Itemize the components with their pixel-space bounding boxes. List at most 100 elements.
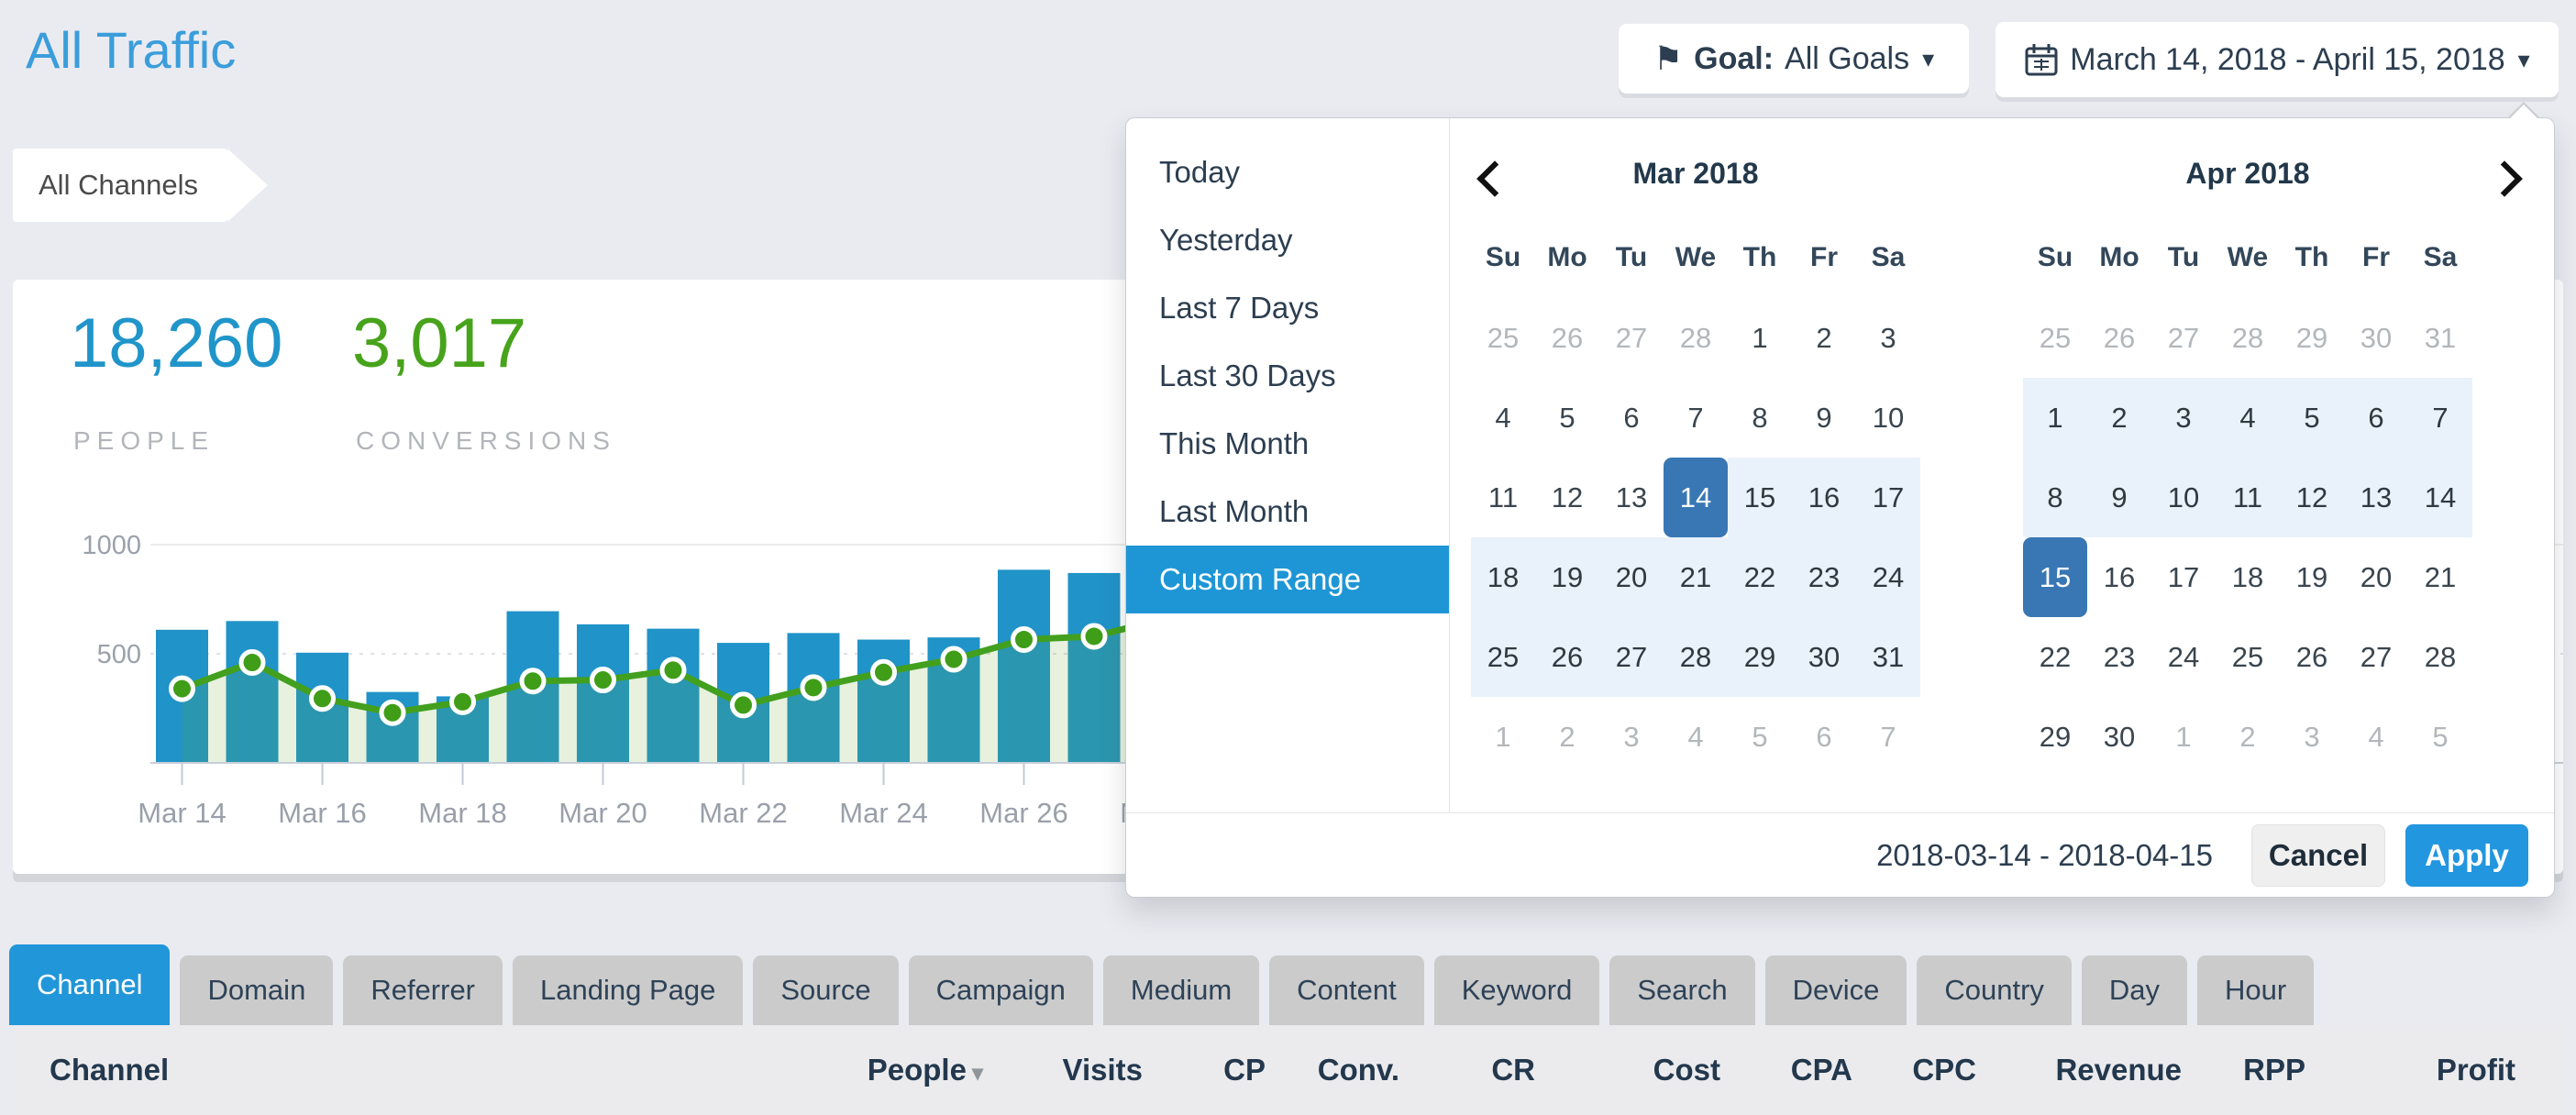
- calendar-day[interactable]: 9: [1816, 401, 1832, 434]
- calendar-day[interactable]: 4: [1687, 720, 1704, 753]
- calendar-day[interactable]: 27: [1615, 321, 1648, 354]
- calendar-day[interactable]: 16: [1792, 458, 1856, 537]
- calendar-day[interactable]: 9: [2087, 458, 2151, 537]
- column-header-people[interactable]: People ▾: [867, 1053, 983, 1087]
- calendar-day[interactable]: 15: [1728, 458, 1792, 537]
- next-month-icon[interactable]: [2486, 160, 2523, 197]
- calendar-day[interactable]: 4: [1495, 401, 1511, 434]
- calendar-day[interactable]: 27: [1599, 617, 1664, 697]
- calendar-day[interactable]: 7: [2408, 378, 2472, 458]
- calendar-day[interactable]: 17: [2167, 560, 2200, 593]
- column-header-profit[interactable]: Profit: [2436, 1053, 2515, 1087]
- calendar-day-selected[interactable]: 14: [1664, 458, 1728, 537]
- calendar-day[interactable]: 31: [2424, 321, 2457, 354]
- tab-country[interactable]: Country: [1917, 955, 2072, 1025]
- calendar-day[interactable]: 2: [1816, 321, 1832, 354]
- tab-hour[interactable]: Hour: [2197, 955, 2315, 1025]
- calendar-day[interactable]: 12: [2280, 458, 2344, 537]
- tab-landing-page[interactable]: Landing Page: [513, 955, 744, 1025]
- column-header-cp[interactable]: CP: [1223, 1053, 1266, 1087]
- calendar-day[interactable]: 26: [2295, 640, 2328, 673]
- calendar-day[interactable]: 5: [1559, 401, 1575, 434]
- calendar-day[interactable]: 5: [1752, 720, 1768, 753]
- calendar-day-selected[interactable]: 15: [2023, 537, 2087, 617]
- tab-content[interactable]: Content: [1269, 955, 1424, 1025]
- calendar-day[interactable]: 14: [2408, 458, 2472, 537]
- calendar-day[interactable]: 28: [2231, 321, 2264, 354]
- calendar-day[interactable]: 8: [2023, 458, 2087, 537]
- calendar-day[interactable]: 29: [2295, 321, 2328, 354]
- calendar-day[interactable]: 30: [2360, 321, 2393, 354]
- calendar-day[interactable]: 3: [1623, 720, 1640, 753]
- calendar-day[interactable]: 18: [1471, 537, 1535, 617]
- calendar-day[interactable]: 4: [2368, 720, 2384, 753]
- calendar-day[interactable]: 2: [2087, 378, 2151, 458]
- calendar-day[interactable]: 21: [2424, 560, 2457, 593]
- calendar-day[interactable]: 2: [1559, 720, 1575, 753]
- calendar-day[interactable]: 28: [1679, 321, 1712, 354]
- tab-keyword[interactable]: Keyword: [1433, 955, 1600, 1025]
- calendar-day[interactable]: 25: [2231, 640, 2264, 673]
- calendar-day[interactable]: 13: [2344, 458, 2408, 537]
- calendar-day[interactable]: 2: [2239, 720, 2256, 753]
- calendar-day[interactable]: 7: [1687, 401, 1704, 434]
- calendar-day[interactable]: 23: [2103, 640, 2136, 673]
- calendar-day[interactable]: 30: [2103, 720, 2136, 753]
- calendar-day[interactable]: 1: [2023, 378, 2087, 458]
- calendar-day[interactable]: 28: [2424, 640, 2457, 673]
- calendar-day[interactable]: 6: [1816, 720, 1832, 753]
- calendar-day[interactable]: 24: [2167, 640, 2200, 673]
- calendar-day[interactable]: 29: [2039, 720, 2072, 753]
- calendar-day[interactable]: 25: [2039, 321, 2072, 354]
- calendar-day[interactable]: 16: [2103, 560, 2136, 593]
- calendar-day[interactable]: 6: [1623, 401, 1640, 434]
- calendar-day[interactable]: 24: [1856, 537, 1920, 617]
- column-header-cr[interactable]: CR: [1491, 1053, 1535, 1087]
- column-header-conv[interactable]: Conv.: [1317, 1053, 1399, 1087]
- calendar-day[interactable]: 17: [1856, 458, 1920, 537]
- calendar-day[interactable]: 27: [2167, 321, 2200, 354]
- preset-yesterday[interactable]: Yesterday: [1159, 223, 1293, 257]
- column-header-cost[interactable]: Cost: [1653, 1053, 1720, 1087]
- tab-channel[interactable]: Channel: [9, 944, 171, 1025]
- calendar-day[interactable]: 11: [2216, 458, 2280, 537]
- calendar-day[interactable]: 5: [2432, 720, 2449, 753]
- breadcrumb-all-channels[interactable]: All Channels: [13, 149, 268, 222]
- column-header-revenue[interactable]: Revenue: [2055, 1053, 2182, 1087]
- preset-last-7-days[interactable]: Last 7 Days: [1159, 291, 1320, 325]
- calendar-day[interactable]: 27: [2360, 640, 2393, 673]
- calendar-day[interactable]: 1: [2175, 720, 2192, 753]
- column-header-cpa[interactable]: CPA: [1790, 1053, 1852, 1087]
- calendar-day[interactable]: 1: [1495, 720, 1511, 753]
- cancel-button[interactable]: Cancel: [2251, 823, 2385, 887]
- calendar-day[interactable]: 22: [1728, 537, 1792, 617]
- calendar-day[interactable]: 12: [1551, 480, 1584, 513]
- tab-campaign[interactable]: Campaign: [908, 955, 1093, 1025]
- calendar-day[interactable]: 19: [1535, 537, 1599, 617]
- calendar-day[interactable]: 22: [2039, 640, 2072, 673]
- calendar-day[interactable]: 13: [1615, 480, 1648, 513]
- calendar-day[interactable]: 4: [2216, 378, 2280, 458]
- calendar-day[interactable]: 31: [1856, 617, 1920, 697]
- tab-domain[interactable]: Domain: [180, 955, 334, 1025]
- column-header-channel[interactable]: Channel: [50, 1053, 170, 1087]
- tab-medium[interactable]: Medium: [1102, 955, 1260, 1025]
- preset-this-month[interactable]: This Month: [1159, 426, 1310, 460]
- tab-device[interactable]: Device: [1764, 955, 1907, 1025]
- calendar-day[interactable]: 23: [1792, 537, 1856, 617]
- apply-button[interactable]: Apply: [2405, 823, 2528, 887]
- column-header-rpp[interactable]: RPP: [2243, 1053, 2305, 1087]
- calendar-day[interactable]: 1: [1752, 321, 1768, 354]
- preset-last-30-days[interactable]: Last 30 Days: [1159, 359, 1336, 392]
- column-header-cpc[interactable]: CPC: [1912, 1053, 1976, 1087]
- calendar-day[interactable]: 30: [1792, 617, 1856, 697]
- tab-search[interactable]: Search: [1609, 955, 1755, 1025]
- calendar-day[interactable]: 10: [2151, 458, 2216, 537]
- calendar-day[interactable]: 29: [1728, 617, 1792, 697]
- calendar-day[interactable]: 11: [1487, 480, 1519, 513]
- calendar-day[interactable]: 18: [2231, 560, 2264, 593]
- calendar-day[interactable]: 26: [2103, 321, 2136, 354]
- calendar-day[interactable]: 7: [1880, 720, 1896, 753]
- date-range-button[interactable]: March 14, 2018 - April 15, 2018 ▾: [1996, 22, 2559, 97]
- calendar-day[interactable]: 26: [1551, 321, 1584, 354]
